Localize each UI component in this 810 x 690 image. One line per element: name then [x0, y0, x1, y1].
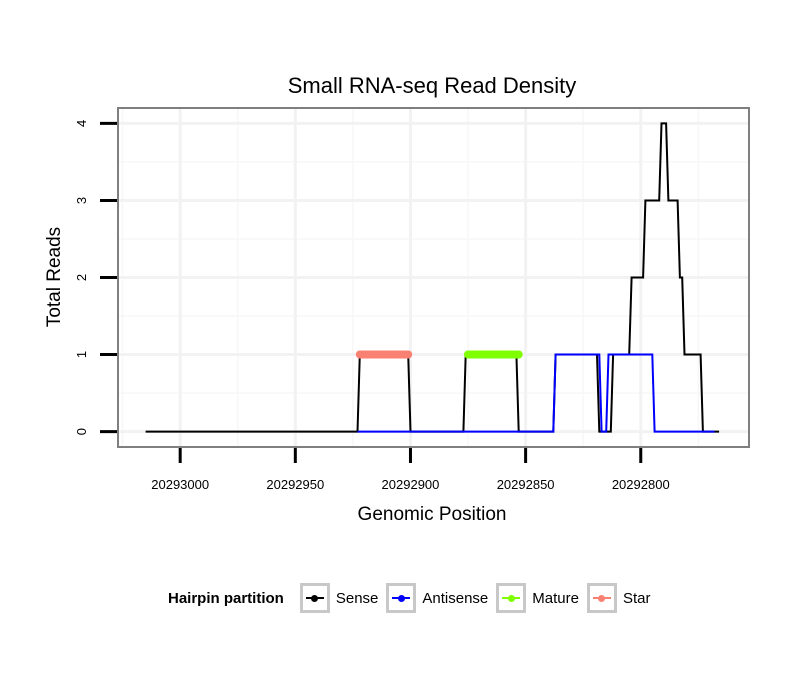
legend-key-star	[586, 583, 617, 613]
x-tick-label: 20292800	[612, 477, 670, 492]
y-tick-label: 4	[74, 120, 89, 127]
legend-label-antisense: Antisense	[422, 589, 489, 607]
legend-label-sense: Sense	[335, 589, 379, 607]
legend-item-star: Star	[586, 583, 651, 613]
axis-ticks: 20293000 20292950 20292900 20292850 20292800…	[74, 120, 670, 492]
series-line-antisense	[357, 353, 715, 433]
chart-title: Small RNA-seq Read Density	[288, 73, 577, 98]
legend-label-star: Star	[622, 589, 651, 607]
legend-key-mature	[496, 583, 527, 613]
series-layer	[145, 122, 720, 433]
legend-key-sense	[299, 583, 330, 613]
y-tick-label: 0	[74, 428, 89, 435]
legend-item-mature: Mature	[496, 583, 579, 613]
legend-key-antisense	[386, 583, 417, 613]
y-tick-label: 1	[74, 351, 89, 358]
legend-item-sense: Sense	[299, 583, 379, 613]
legend-item-antisense: Antisense	[386, 583, 488, 613]
legend-title: Hairpin partition	[168, 589, 284, 607]
x-tick-label: 20292900	[382, 477, 440, 492]
y-tick-label: 2	[74, 274, 89, 281]
y-axis-title: Total Reads	[44, 227, 65, 327]
legend: Hairpin partition Sense Antisense Mature…	[168, 578, 658, 618]
plot-border	[117, 107, 750, 448]
legend-label-mature: Mature	[532, 589, 579, 607]
x-tick-label: 20292850	[497, 477, 555, 492]
x-tick-label: 20293000	[151, 477, 209, 492]
y-tick-label: 3	[74, 197, 89, 204]
x-tick-label: 20292950	[266, 477, 324, 492]
x-axis-title: Genomic Position	[358, 504, 507, 525]
